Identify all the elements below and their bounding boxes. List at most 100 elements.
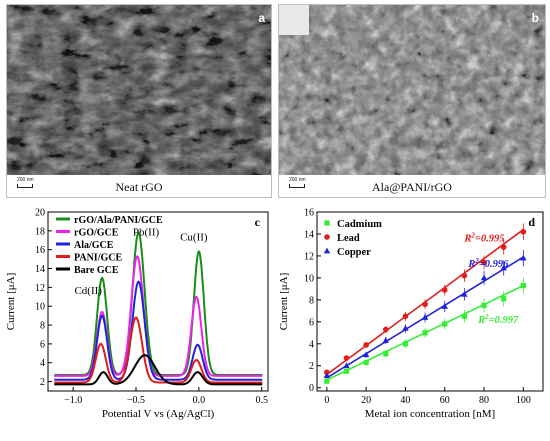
data-point <box>480 274 488 281</box>
legend-label: rGO/Ala/PANI/GCE <box>74 215 163 226</box>
data-point <box>461 290 468 297</box>
sem-image-neat-rgo: 200 nm Neat rGO a <box>6 4 272 198</box>
y-tick-label: 20 <box>35 208 45 219</box>
series-line <box>54 254 263 377</box>
panel-a-letter: a <box>258 11 265 25</box>
y-tick-label: 14 <box>304 229 314 240</box>
legend-label: Ala/GCE <box>74 240 114 251</box>
y-tick-label: 4 <box>40 358 45 369</box>
legend-label: rGO/GCE <box>74 228 119 239</box>
panel-b-letter: b <box>531 11 539 25</box>
data-point <box>520 254 527 261</box>
series-line <box>54 280 263 381</box>
x-tick-label: 0.0 <box>193 395 206 406</box>
plot-frame <box>47 211 269 392</box>
y-tick-label: 16 <box>35 245 45 256</box>
x-tick-label: 40 <box>400 395 410 406</box>
y-tick-label: 18 <box>35 226 45 237</box>
data-point <box>501 296 507 302</box>
data-point <box>461 272 468 279</box>
panel-a-caption: Neat rGO <box>115 180 163 194</box>
y-tick-label: 14 <box>35 264 45 275</box>
x-tick-label: 0.5 <box>255 395 268 406</box>
data-point <box>481 259 487 266</box>
data-point <box>362 351 370 358</box>
data-point <box>422 330 428 336</box>
y-tick-label: 4 <box>309 339 314 350</box>
data-point <box>363 359 369 366</box>
y-tick-label: 16 <box>304 208 314 219</box>
x-tick-label: 60 <box>440 395 450 406</box>
peak-label: Cu(II) <box>180 231 208 243</box>
data-point <box>441 287 448 293</box>
data-point <box>323 372 331 379</box>
data-point <box>324 234 330 240</box>
data-point <box>402 313 409 320</box>
y-tick-label: 12 <box>35 283 45 294</box>
data-point <box>343 362 350 369</box>
y-axis-label: Current [μA] <box>278 273 290 331</box>
series-line <box>54 316 263 384</box>
r-squared-label: R2=0.995 <box>463 232 504 245</box>
y-tick-label: 8 <box>309 295 314 306</box>
scale-bar: 200 nm <box>289 177 306 188</box>
legend-label: PANI/GCE <box>74 253 122 264</box>
data-point <box>520 228 527 235</box>
panel-d-letter: d <box>528 215 535 229</box>
panel-b-caption: Ala@PANI/rGO <box>372 180 452 194</box>
sem-image-ala-pani-rgo: 200 nm Ala@PANI/rGO b <box>278 4 546 198</box>
y-tick-label: 8 <box>40 321 45 332</box>
plot-frame <box>316 211 544 392</box>
y-tick-label: 10 <box>35 302 45 313</box>
x-tick-label: 20 <box>361 395 371 406</box>
data-point <box>324 220 330 226</box>
data-point <box>461 313 467 319</box>
legend-label: Cadmium <box>337 219 382 230</box>
scale-bar-label: 200 nm <box>289 177 306 183</box>
data-point <box>422 301 428 308</box>
y-tick-label: 6 <box>40 339 45 350</box>
data-point <box>481 302 487 308</box>
y-tick-label: 6 <box>309 317 314 328</box>
data-point <box>382 337 389 343</box>
data-point <box>383 351 389 357</box>
sem-micrograph-composite <box>279 5 545 175</box>
r-squared-label: R2=0.997 <box>477 313 519 326</box>
panel-c-letter: c <box>255 215 261 229</box>
series-line <box>54 354 263 386</box>
sem-micrograph-rgo <box>7 5 271 175</box>
panel-b: 200 nm Ala@PANI/rGO b <box>278 4 546 198</box>
data-point <box>441 303 448 309</box>
data-point <box>500 264 507 271</box>
legend-label: Lead <box>337 233 360 244</box>
x-tick-label: −1.0 <box>64 395 82 406</box>
data-point <box>500 244 507 250</box>
peak-label: Pb(II) <box>133 227 160 239</box>
data-point <box>402 341 409 347</box>
x-axis-label: Potential V vs (Ag/AgCl) <box>102 408 215 420</box>
data-point <box>421 314 429 320</box>
peak-label: Cd(II) <box>74 285 102 297</box>
data-point <box>324 378 330 384</box>
panel-a: 200 nm Neat rGO a <box>6 4 272 198</box>
legend-label: Copper <box>337 247 371 258</box>
x-axis-label: Metal ion concentration [nM] <box>365 408 495 420</box>
y-tick-label: 0 <box>309 383 314 394</box>
data-point <box>382 326 389 333</box>
data-point <box>363 342 369 348</box>
r-squared-label: R2=0.996 <box>467 257 509 270</box>
data-point <box>343 368 350 374</box>
y-tick-label: 10 <box>304 273 314 284</box>
x-tick-label: 100 <box>516 395 531 406</box>
y-tick-label: 12 <box>304 251 314 262</box>
x-tick-label: 80 <box>479 395 489 406</box>
y-tick-label: 2 <box>309 361 314 372</box>
legend-label: Bare GCE <box>74 265 119 276</box>
data-point <box>323 247 331 254</box>
data-point <box>402 325 409 331</box>
x-tick-label: −0.5 <box>127 395 145 406</box>
x-tick-label: 0 <box>324 395 329 406</box>
scale-bar: 200 nm <box>17 177 34 188</box>
y-axis-label: Current [μA] <box>5 273 17 331</box>
chart-dpv: −1.0 −0.5 0.0 0.5 2 4 6 8 10 12 14 16 18 20 Potential … <box>5 208 269 420</box>
